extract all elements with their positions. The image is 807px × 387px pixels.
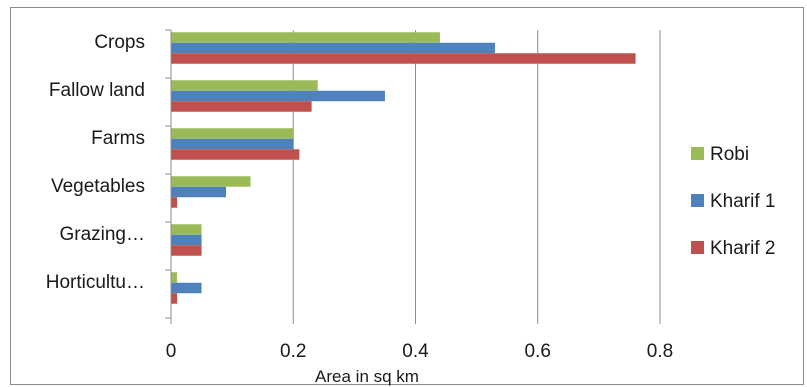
legend-label-1: Kharif 1 — [710, 191, 775, 212]
tick-label-0.6: 0.6 — [525, 341, 551, 362]
bar-kharif-2-1 — [171, 101, 312, 112]
axes — [165, 29, 661, 324]
legend-swatch-0 — [691, 147, 704, 160]
bar-robi-4 — [171, 224, 202, 235]
bar-kharif-2-5 — [171, 293, 178, 304]
category-label-3: Vegetables — [51, 176, 145, 197]
category-label-2: Farms — [91, 128, 145, 149]
bars — [171, 32, 636, 304]
bar-kharif-2-3 — [171, 197, 178, 208]
legend-label-0: Robi — [710, 144, 749, 165]
legend-swatch-1 — [691, 194, 704, 207]
bar-robi-0 — [171, 32, 440, 43]
bar-robi-5 — [171, 272, 178, 283]
tick-label-0.8: 0.8 — [647, 341, 673, 362]
bar-robi-3 — [171, 176, 251, 187]
bar-kharif-1-2 — [171, 138, 294, 150]
gridlines — [292, 30, 661, 318]
bar-robi-2 — [171, 128, 294, 139]
category-label-1: Fallow land — [49, 80, 145, 101]
bar-kharif-1-3 — [171, 186, 227, 198]
tick-labels: 0 0.2 0.4 0.6 0.8 — [166, 341, 674, 362]
category-label-4: Grazing… — [59, 224, 145, 245]
tick-label-0.4: 0.4 — [402, 341, 429, 362]
category-label-0: Crops — [94, 32, 145, 53]
legend-swatch-2 — [691, 241, 704, 254]
bar-kharif-1-5 — [171, 282, 202, 294]
bar-kharif-2-0 — [171, 53, 636, 64]
chart-frame — [10, 7, 804, 385]
tick-label-0: 0 — [166, 341, 177, 362]
bar-robi-1 — [171, 80, 318, 91]
legend-label-2: Kharif 2 — [710, 238, 775, 259]
bar-kharif-2-2 — [171, 149, 300, 160]
x-axis-title: Area in sq km — [315, 367, 419, 386]
category-labels: Crops Fallow land Farms Vegetables Grazing… H… — [46, 32, 145, 293]
bar-kharif-1-0 — [171, 42, 495, 54]
bar-kharif-1-4 — [171, 234, 202, 246]
legend: Robi Kharif 1 Kharif 2 — [691, 144, 775, 259]
tick-label-0.2: 0.2 — [280, 341, 306, 362]
category-label-5: Horticultu… — [46, 272, 145, 293]
bar-kharif-2-4 — [171, 245, 202, 256]
bar-kharif-1-1 — [171, 90, 385, 102]
